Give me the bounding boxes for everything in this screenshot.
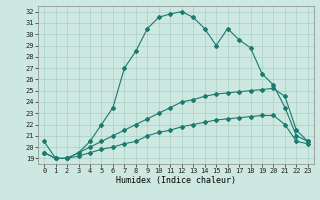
X-axis label: Humidex (Indice chaleur): Humidex (Indice chaleur) [116, 176, 236, 185]
